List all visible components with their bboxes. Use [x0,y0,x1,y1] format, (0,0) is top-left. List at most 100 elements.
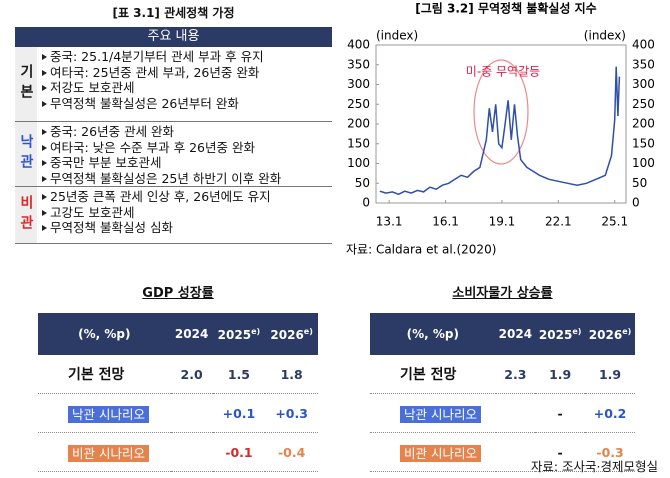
cell: 2.3 [495,355,536,394]
item: 중국: 25.1/4분기부터 관세 부과 후 유지 [41,49,332,65]
scenario-tag: 비관 시나리오 [68,444,149,462]
cell-text: 1.5 [227,366,250,382]
header-text: 2026 [588,327,623,342]
annotation-ellipse [473,59,529,165]
cell: +0.2 [585,393,635,433]
cell-text: 2.3 [504,366,527,382]
cell-text: 1.8 [280,366,303,382]
scenario-tag: 낙관 시나리오 [400,405,481,423]
cell-text: -0.1 [225,444,253,460]
annotation: 미-중 무역갈등 [466,65,540,79]
header-sup: e) [303,326,313,336]
cell: 비관 시나리오 [370,432,496,472]
data-row: 기본 전망 2.3 1.9 1.9 [370,355,635,394]
cell: 1.8 [265,355,318,394]
y-tick-label: 400 [347,38,370,52]
y2-tick-label: 250 [632,97,655,111]
x-tick-label: 16.1 [432,215,459,229]
source: 자료: 조사국·경제모형실 [530,459,658,474]
cell: +0.1 [212,393,266,433]
cell-text: 1.9 [598,366,622,382]
policy-row: 기본 중국: 25.1/4분기부터 관세 부과 후 유지 여타국: 25년중 관세 … [15,47,332,122]
data-row: 비관 시나리오 - -0.3 [370,432,635,472]
y-tick-label: 50 [355,176,370,190]
cell: +0.3 [265,393,318,433]
item: 25년중 큰폭 관세 인상 후, 26년에도 유지 [41,189,332,205]
y-tick-label: 0 [362,196,370,210]
item: 무역정책 불확실성은 25년 하반기 이후 완화 [41,171,332,187]
cell-text: +0.2 [593,405,627,421]
cell: -0.3 [585,432,635,472]
cell-text: 기본 전망 [400,367,457,383]
row-label: 기본 [15,47,37,121]
header-cell: 2025e) [212,313,266,355]
cell-text: - [557,405,563,421]
policy-row: 비관 25년중 큰폭 관세 인상 후, 26년에도 유지 고강도 보호관세 무역정책 … [15,187,332,244]
y-tick-label: 200 [347,117,370,131]
header-text: 2024 [498,327,533,341]
line [379,66,621,196]
item: 중국만 부분 보호관세 [41,155,332,171]
cell: 2.0 [170,355,213,394]
data-row: 낙관 시나리오 - +0.2 [370,393,635,433]
header-text: 2025 [217,327,252,342]
header-sup: e) [622,326,632,336]
cell: 낙관 시나리오 [38,393,171,433]
policy-table: [표 3.1] 관세정책 가정 주요 내용 기본 중국: 25.1/4분기부터 관… [15,4,332,244]
y2-tick-label: 200 [632,117,655,131]
item: 고강도 보호관세 [41,205,332,221]
header-text: (%, %p) [78,327,131,341]
data-row: 비관 시나리오 -0.1 -0.4 [38,432,318,472]
cell-text: 2.0 [180,366,203,382]
cell-text: +0.1 [222,405,256,421]
header-row: (%, %p) 2024 2025e) 2026e) [370,313,635,355]
cell: - [535,393,586,433]
cell: 기본 전망 [38,355,171,394]
cell [495,393,536,433]
cell-text: -0.3 [596,444,624,460]
policy-row: 낙관 중국: 26년중 관세 완화 여타국: 낮은 수준 부과 후 26년중 완화 중… [15,122,332,187]
cell: 비관 시나리오 [38,432,171,472]
y-tick-label: 300 [347,77,370,91]
row-items: 25년중 큰폭 관세 인상 후, 26년에도 유지 고강도 보호관세 무역정책 불확… [37,187,332,243]
y-tick-label: 100 [347,156,370,170]
data-row: 낙관 시나리오 +0.1 +0.3 [38,393,318,433]
y2-tick-label: 100 [632,156,655,170]
header-cell: (%, %p) [370,313,496,355]
item: 무역정책 불확실성은 26년부터 완화 [41,96,332,112]
header-cell: 2026e) [585,313,635,355]
chart-source: 자료: Caldara et al.(2020) [346,243,496,257]
cell [170,432,213,472]
cell-text: 기본 전망 [68,367,125,383]
cpi-table-box: 소비자물가 상승률 (%, %p) 2024 2025e) 2026e) 기본 전망 2.3… [370,282,635,472]
item: 중국: 26년중 관세 완화 [41,124,332,140]
data-table: (%, %p) 2024 2025e) 2026e) 기본 전망 2.3 1.9 1.9 낙관 … [370,313,635,472]
x-tick-label: 25.1 [601,215,628,229]
cell [495,432,536,472]
cell [170,393,213,433]
header-sup: e) [251,326,261,336]
chart-title: [그림 3.2] 무역정책 불확실성 지수 [415,1,596,16]
table-title: [표 3.1] 관세정책 가정 [112,6,235,20]
row-items: 중국: 25.1/4분기부터 관세 부과 후 유지 여타국: 25년중 관세 부과… [37,47,332,121]
header-text: 2026 [270,327,304,342]
row-label: 낙관 [15,122,37,186]
x-tick-label: 13.1 [376,215,403,229]
cell: 1.9 [535,355,586,394]
header-text: 2024 [174,327,209,341]
y-tick-label: 150 [347,136,370,150]
gdp-table-box: GDP 성장률 (%, %p) 2024 2025e) 2026e) 기본 전망 2.0 1.… [38,282,318,472]
header-text: (%, %p) [406,327,459,341]
cell: 1.9 [585,355,635,394]
header-sup: e) [572,326,582,336]
cell: -0.1 [212,432,266,472]
chart: [그림 3.2] 무역정책 불확실성 지수 (index) (index) 미-… [346,1,655,257]
y2-tick-label: 350 [632,57,655,71]
table-header: 주요 내용 [15,27,332,47]
header-cell: 2026e) [265,313,318,355]
header-cell: 2025e) [535,313,586,355]
table-title: GDP 성장률 [142,286,214,301]
scenario-tag: 비관 시나리오 [400,444,481,462]
cell: -0.4 [265,432,318,472]
